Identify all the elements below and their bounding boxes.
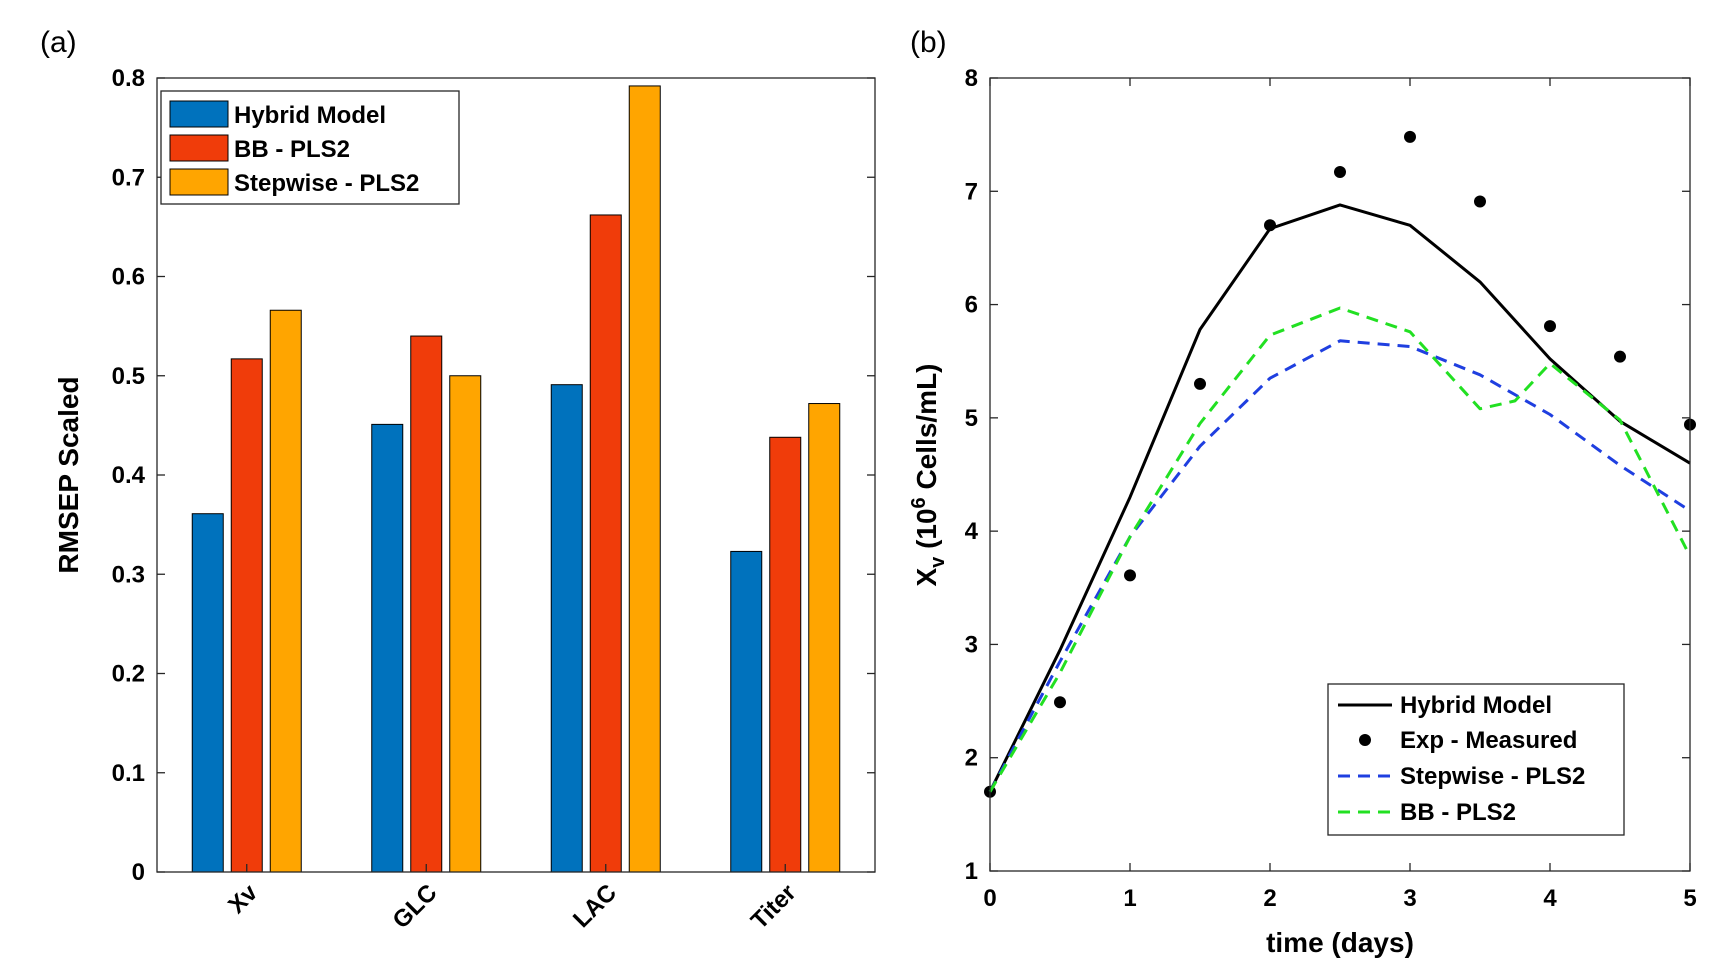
bar-hybrid-model-xv <box>191 513 224 873</box>
line-x-tick-label: 0 <box>983 885 996 912</box>
line-y-tick-label: 7 <box>965 178 978 205</box>
bar-x-tick-label-glc: GLC <box>388 879 443 934</box>
line-chart-legend: Hybrid Model Exp - Measured Stepwise - P… <box>1327 683 1625 836</box>
line-y-tick-label: 6 <box>965 292 978 319</box>
bar-chart-x-tick-labels: Xv GLC LAC Titer <box>223 864 801 935</box>
line-y-tick-label: 1 <box>965 858 978 885</box>
bar-x-tick-label-xv: Xv <box>223 879 263 919</box>
bar-hybrid-model-titer <box>730 550 763 873</box>
bar-chart-frame <box>156 77 876 873</box>
line-chart-legend-box <box>1327 683 1625 836</box>
point-exp-measured <box>1474 195 1486 208</box>
line-x-tick-label: 1 <box>1123 885 1136 912</box>
bar-y-tick-label: 0 <box>132 859 145 886</box>
bar-hybrid-model-lac <box>550 384 583 873</box>
bar-x-tick-label-lac: LAC <box>568 879 622 933</box>
line-chart-frame <box>989 77 1691 872</box>
bar-y-tick-label: 0.6 <box>112 264 145 291</box>
bar-bb-pls2-titer <box>769 436 802 873</box>
series-line-hybrid-model <box>988 203 1691 793</box>
bar-stepwise-pls2-glc <box>449 375 482 873</box>
point-exp-measured <box>1334 166 1346 179</box>
line-y-tick-label: 5 <box>965 405 978 432</box>
bar-y-tick-label: 0.2 <box>112 661 145 688</box>
bar-chart-legend: Hybrid Model BB - PLS2 Stepwise - PLS2 <box>160 90 460 205</box>
bar-y-tick-label: 0.3 <box>112 561 145 588</box>
bar-y-tick-label: 0.8 <box>112 65 145 92</box>
bar-bb-pls2-glc <box>410 335 443 873</box>
bar-stepwise-pls2-titer <box>808 403 841 873</box>
bar-stepwise-pls2-xv <box>269 309 302 873</box>
bar-x-tick-label-titer: Titer <box>746 879 802 935</box>
legend-label-exp-measured: Exp - Measured <box>1400 727 1577 754</box>
point-exp-measured <box>1544 320 1556 333</box>
bar-stepwise-pls2-lac <box>628 85 661 873</box>
line-y-tick-label: 2 <box>965 745 978 772</box>
legend-swatch-bb-pls2 <box>169 134 229 162</box>
bar-hybrid-model-glc <box>371 423 404 873</box>
legend-label-bb-pls2-line: BB - PLS2 <box>1400 799 1516 826</box>
legend-label-stepwise-pls2: Stepwise - PLS2 <box>234 170 419 197</box>
point-exp-measured <box>1054 696 1066 709</box>
series-line-bb-pls2 <box>988 306 1692 793</box>
bar-chart-y-ticks: 0 0.1 0.2 0.3 0.4 0.5 0.6 0.7 0.8 <box>112 65 875 886</box>
legend-marker-measured <box>1359 734 1371 746</box>
bar-y-tick-label: 0.1 <box>112 760 145 787</box>
line-chart-series <box>984 130 1696 798</box>
point-exp-measured <box>1264 219 1276 232</box>
panel-b-label: (b) <box>910 26 947 59</box>
line-chart-y-axis-title: Xv (106 Cells/mL) <box>908 364 949 587</box>
legend-label-stepwise-pls2-line: Stepwise - PLS2 <box>1400 763 1585 790</box>
bar-y-tick-label: 0.7 <box>112 164 145 191</box>
panel-a-label: (a) <box>40 26 77 59</box>
line-y-tick-label: 4 <box>965 518 979 545</box>
legend-label-hybrid: Hybrid Model <box>234 102 386 129</box>
line-x-tick-label: 4 <box>1543 885 1557 912</box>
point-exp-measured <box>1124 569 1136 582</box>
point-exp-measured <box>1404 130 1416 143</box>
point-exp-measured <box>1194 377 1206 390</box>
line-x-tick-label: 2 <box>1263 885 1276 912</box>
legend-swatch-stepwise-pls2 <box>169 168 229 196</box>
bar-y-tick-label: 0.4 <box>112 462 146 489</box>
bar-bb-pls2-xv <box>230 358 263 873</box>
bar-y-tick-label: 0.5 <box>112 363 145 390</box>
bar-bb-pls2-lac <box>589 214 622 873</box>
line-x-tick-label: 3 <box>1403 885 1416 912</box>
line-y-tick-label: 3 <box>965 631 978 658</box>
bar-chart-bars <box>191 85 841 873</box>
line-y-tick-label: 8 <box>965 65 978 92</box>
line-x-tick-label: 5 <box>1683 885 1696 912</box>
bar-chart: 00.10.20.30.40.50.60.70.8 Xv GLC LAC Titer … <box>53 65 876 935</box>
legend-label-bb-pls2: BB - PLS2 <box>234 136 350 163</box>
series-line-stepwise-pls2 <box>988 339 1691 793</box>
point-exp-measured <box>1614 350 1626 363</box>
line-chart-x-axis-title: time (days) <box>1266 927 1414 958</box>
bar-chart-y-axis-title: RMSEP Scaled <box>53 376 84 573</box>
legend-label-hybrid-model: Hybrid Model <box>1400 692 1552 719</box>
legend-swatch-hybrid <box>169 100 229 128</box>
